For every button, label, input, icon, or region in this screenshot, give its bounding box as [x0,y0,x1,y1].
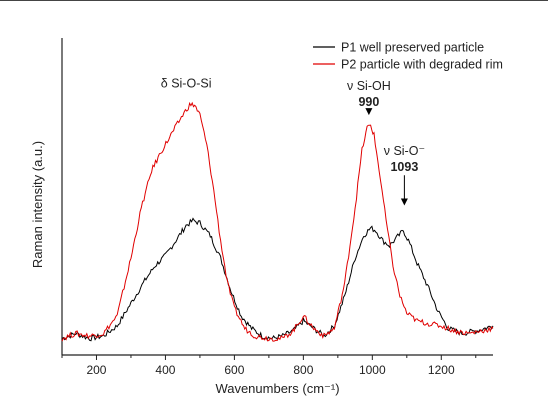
annotation-layer: δ Si-O-Si ν Si-OH 990 ν Si-O⁻ 1093 [161,76,425,206]
x-tick-label: 1200 [428,363,455,377]
x-tick-label: 600 [224,363,244,377]
top-rule [0,0,548,1]
legend-label-2: P2 particle with degraded rim [341,58,503,72]
annotation-arrowhead-2 [365,108,373,116]
x-tick-label: 400 [155,363,175,377]
annotation-arrowhead-3 [400,198,408,206]
series-line-2 [61,101,494,342]
x-tick-label: 1000 [359,363,386,377]
axes: 200 400 600 800 1000 1200 [61,38,493,377]
annotation-label-2: ν Si-OH [347,79,391,93]
y-axis-title: Raman intensity (a.u.) [30,141,45,268]
series-layer [61,101,494,342]
annotation-value-3: 1093 [390,160,418,174]
legend-label-1: P1 well preserved particle [341,41,484,55]
annotation-value-2: 990 [358,95,379,109]
annotation-label-3: ν Si-O⁻ [384,144,425,158]
x-tick-label: 800 [293,363,313,377]
legend: P1 well preserved particle P2 particle wi… [313,41,503,72]
x-tick-label: 200 [86,363,106,377]
series-line-1 [61,217,494,342]
annotation-label-1: δ Si-O-Si [161,76,212,90]
x-axis-title: Wavenumbers (cm⁻¹) [215,381,339,396]
